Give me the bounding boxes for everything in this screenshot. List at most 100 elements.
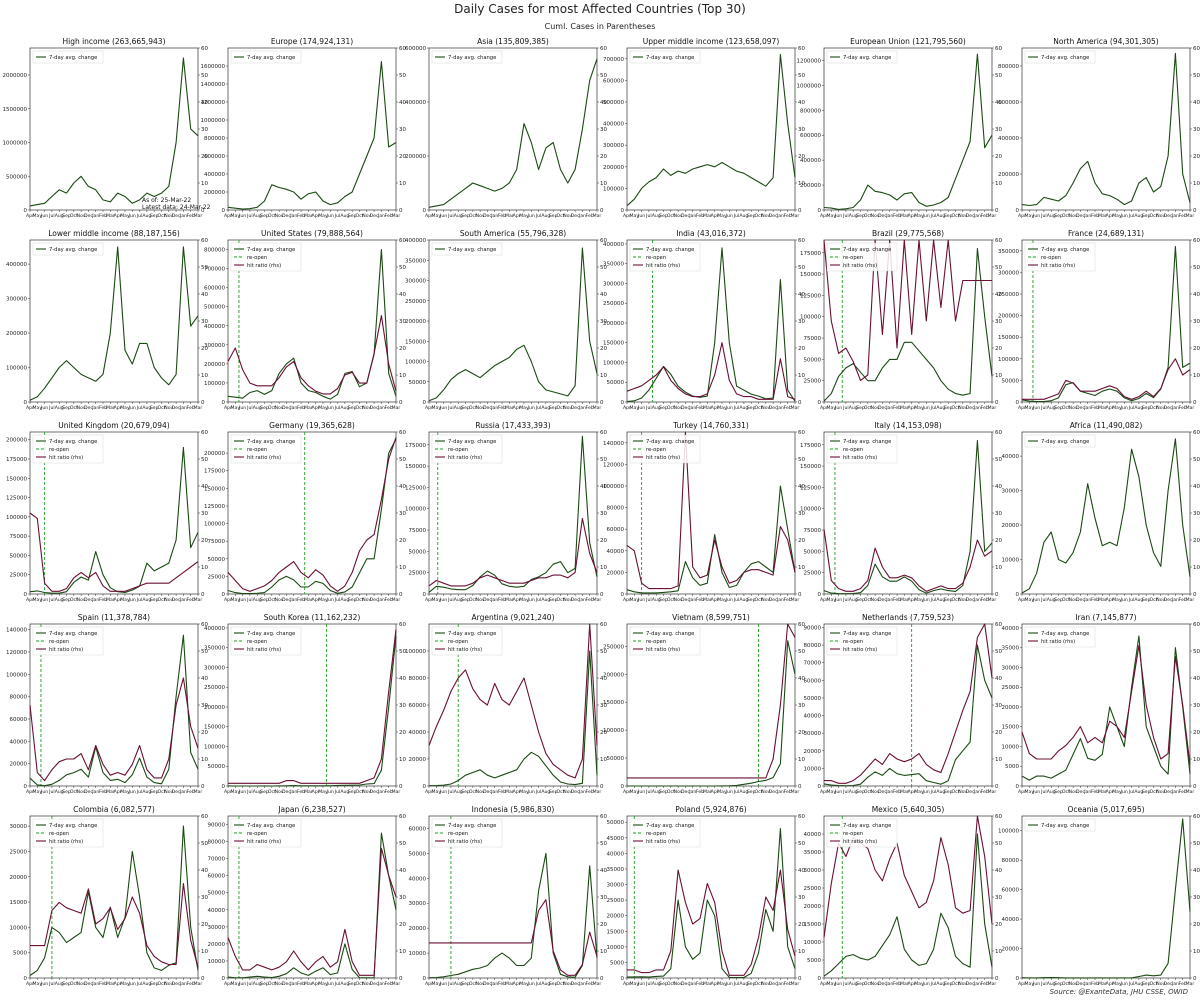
x-tick-label: Sep	[348, 213, 357, 219]
y2-tick-label: 60	[1193, 622, 1200, 628]
legend: 7-day avg. change re-open hit ratio (rhs)	[826, 818, 898, 848]
legend-reopen-label: re-open	[843, 255, 863, 261]
x-tick-label: Oct	[1062, 597, 1070, 603]
legend-box	[1024, 434, 1096, 448]
x-tick-label: Aug	[1134, 981, 1143, 987]
y2-tick-label: 60	[201, 814, 208, 820]
x-tick-label: Feb	[297, 789, 305, 795]
y2-tick-label: 60	[995, 238, 1002, 244]
y2-tick-label: 20	[798, 346, 805, 352]
x-tick-label: Mar	[1186, 789, 1195, 795]
y-tick-label: 350000	[204, 646, 225, 652]
cases-line	[29, 634, 199, 787]
hit-ratio-line	[626, 342, 796, 400]
x-tick-label: Sep	[856, 405, 865, 411]
legend-box	[1024, 626, 1096, 648]
x-tick-label: Oct	[864, 405, 872, 411]
hit-ratio-line	[227, 437, 397, 592]
x-tick-label: Jun	[527, 789, 535, 795]
y2-tick-label: 40	[399, 676, 406, 682]
y2-tick-label: 60	[798, 430, 805, 436]
x-tick-label: Dec	[878, 405, 887, 411]
x-tick-label: May	[717, 213, 727, 219]
legend-hit-ratio-label: hit ratio (rhs)	[646, 839, 680, 845]
y2-tick-label: 20	[201, 538, 208, 544]
y-tick-label: 25000	[1002, 685, 1020, 691]
legend-cases-label: 7-day avg. change	[247, 823, 295, 829]
x-tick-label: May	[630, 213, 640, 219]
x-tick-label: Mar	[106, 789, 115, 795]
x-tick-label: Jul	[246, 213, 253, 219]
x-tick-label: Feb	[1179, 981, 1187, 987]
legend: 7-day avg. change re-open hit ratio (rhs)	[32, 626, 104, 656]
x-tick-label: Jul	[733, 789, 740, 795]
x-tick-label: Mar	[988, 981, 997, 987]
x-tick-label: Oct	[268, 597, 276, 603]
x-tick-label: May	[1025, 789, 1035, 795]
legend-reopen-label: re-open	[247, 831, 267, 837]
legend: 7-day avg. change re-open hit ratio (rhs)	[826, 626, 898, 656]
x-tick-label: Aug	[1134, 213, 1143, 219]
x-tick-label: May	[33, 597, 43, 603]
x-tick-label: Apr	[224, 213, 232, 219]
x-tick-label: Jan	[1171, 213, 1179, 219]
x-tick-label: May	[1112, 597, 1122, 603]
y2-tick-label: 40	[201, 100, 208, 106]
x-tick-label: Nov	[164, 213, 173, 219]
x-tick-label: Jan	[885, 213, 893, 219]
x-tick-label: Apr	[1106, 597, 1114, 603]
hit-ratio-line	[824, 623, 993, 784]
subplot: Argentina (9,021,240) 0 20000 40000 60000 800…	[405, 613, 607, 795]
subplot-title: Iran (7,145,877)	[1075, 613, 1136, 622]
x-tick-label: Aug	[142, 789, 151, 795]
y2-tick-label: 30	[201, 703, 208, 709]
y-tick-label: 0	[1016, 592, 1020, 598]
x-tick-label: Jun	[834, 213, 842, 219]
y-tick-label: 35000	[1002, 646, 1020, 652]
x-tick-label: Feb	[981, 981, 989, 987]
y-tick-label: 150000	[998, 335, 1019, 341]
y2-tick-label: 30	[399, 703, 406, 709]
y2-tick-label: 60	[600, 430, 607, 436]
y2-tick-label: 60	[399, 238, 406, 244]
y2-tick-label: 40	[798, 484, 805, 490]
x-tick-label: Sep	[659, 213, 668, 219]
y2-tick-label: 10	[201, 565, 208, 571]
hit-ratio-line	[227, 315, 397, 395]
x-tick-label: Aug	[55, 981, 64, 987]
x-tick-label: Feb	[385, 597, 393, 603]
x-tick-label: Apr	[908, 405, 916, 411]
x-tick-label: Oct	[667, 981, 675, 987]
y-tick-label: 50000	[208, 764, 226, 770]
as-of-note: As of: 25-Mar-22 Latest data: 24-Mar-22	[142, 197, 210, 211]
legend-hit-ratio-label: hit ratio (rhs)	[49, 839, 83, 845]
x-tick-label: Apr	[114, 789, 122, 795]
y-tick-label: 200000	[204, 362, 225, 368]
y-tick-label: 500000	[6, 174, 27, 180]
y-tick-label: 80000	[409, 676, 427, 682]
hit-ratio-line	[29, 512, 199, 592]
y-tick-label: 175000	[405, 443, 426, 449]
legend: 7-day avg. change	[1024, 818, 1096, 832]
x-tick-label: Dec	[84, 213, 93, 219]
legend-box	[230, 818, 302, 848]
x-tick-label: Dec	[681, 789, 690, 795]
x-tick-label: Jun	[922, 405, 930, 411]
x-tick-label: Jun	[439, 789, 447, 795]
y2-tick-label: 40	[600, 868, 607, 874]
x-tick-label: May	[827, 213, 837, 219]
x-tick-label: Dec	[172, 597, 181, 603]
x-tick-label: May	[914, 981, 924, 987]
x-tick-label: Apr	[908, 789, 916, 795]
y-tick-label: 200000	[603, 165, 624, 171]
x-tick-label: Mar	[791, 789, 800, 795]
x-tick-label: Mar	[988, 213, 997, 219]
x-tick-label: Jan	[377, 597, 385, 603]
x-tick-label: Dec	[769, 213, 778, 219]
x-tick-label: Dec	[681, 597, 690, 603]
y2-tick-label: 0	[600, 208, 604, 214]
x-tick-label: Mar	[900, 789, 909, 795]
x-tick-label: May	[914, 213, 924, 219]
cases-line	[428, 58, 598, 208]
legend-box	[629, 818, 701, 848]
